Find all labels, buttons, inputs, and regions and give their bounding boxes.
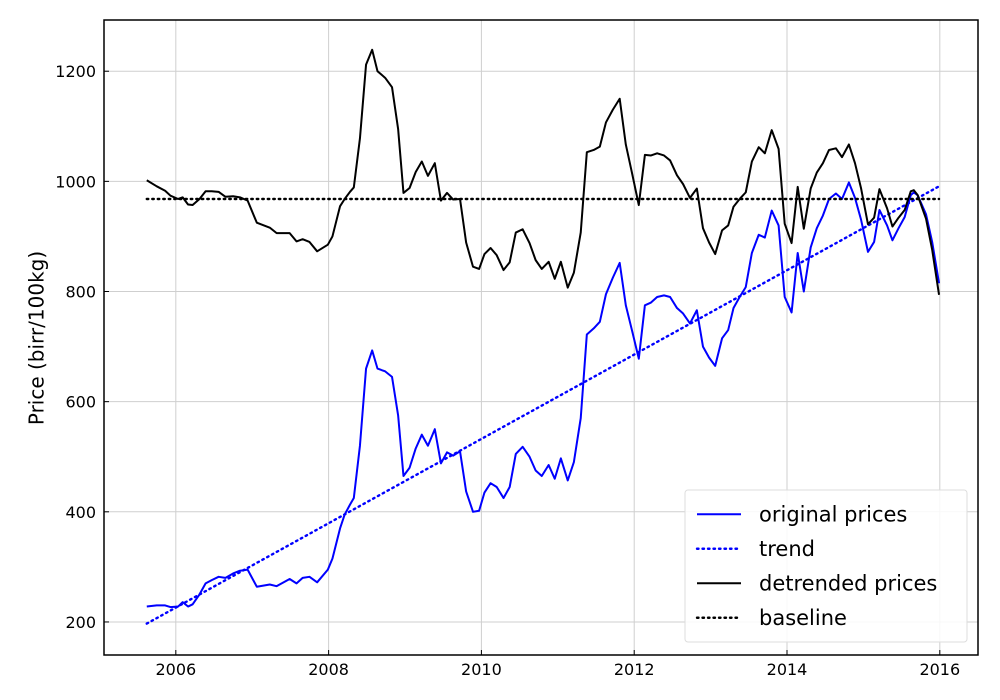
plot-lines <box>145 48 941 625</box>
y-tick-label: 800 <box>65 283 96 302</box>
plot-frame <box>103 19 979 656</box>
y-axis-label: Price (birr/100kg) <box>25 251 49 425</box>
legend-label: original prices <box>759 502 907 526</box>
x-tick-label: 2008 <box>308 660 349 679</box>
x-tick-label: 2006 <box>155 660 196 679</box>
ticks: 2006 2008 2010 2012 2014 2016 200 400 600 800 1000… <box>55 62 960 679</box>
legend: original prices trend detrended prices base… <box>684 489 968 643</box>
y-tick-label: 200 <box>65 613 96 632</box>
y-tick-label: 1200 <box>55 62 96 81</box>
y-tick-label: 400 <box>65 503 96 522</box>
y-tick-label: 600 <box>65 393 96 412</box>
legend-label: baseline <box>759 606 847 630</box>
x-tick-label: 2016 <box>919 660 960 679</box>
series-line <box>146 48 941 295</box>
legend-box <box>684 489 968 643</box>
x-tick-label: 2014 <box>767 660 808 679</box>
grid <box>104 20 978 655</box>
series-line <box>146 181 941 609</box>
series-line <box>145 185 941 625</box>
legend-label: trend <box>759 537 815 561</box>
x-tick-label: 2010 <box>461 660 502 679</box>
x-tick-label: 2012 <box>614 660 655 679</box>
legend-label: detrended prices <box>759 571 937 595</box>
y-tick-label: 1000 <box>55 172 96 191</box>
